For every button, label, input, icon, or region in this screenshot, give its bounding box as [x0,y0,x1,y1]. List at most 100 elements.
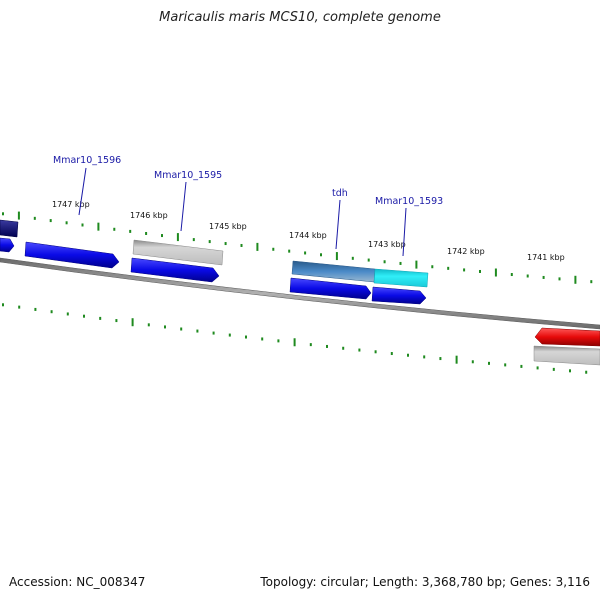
scale-tick-minor [423,355,426,359]
scale-tick-minor [590,280,593,284]
scale-tick-minor [463,268,466,272]
gene-label-mmar10-1593: Mmar10_1593 [375,196,443,207]
scale-tick-minor [192,238,195,242]
scale-label: 1744 kbp [289,231,327,240]
scale-tick-minor [212,331,215,335]
scale-tick-minor [50,310,53,314]
scale-tick-minor [536,366,539,370]
scale-ticks-inner [2,303,588,374]
scale-tick-minor [439,357,442,361]
scale-tick-major [335,252,338,261]
scale-tick-minor [224,242,227,246]
scale-tick-minor [164,325,166,329]
scale-tick-minor [326,344,328,348]
scale-tick-minor [49,219,52,223]
gene-feature-cyan [373,268,429,288]
scale-tick-minor [115,319,118,323]
scale-tick-major [455,355,458,364]
scale-tick-minor [34,307,37,311]
gene-label-mmar10-1596: Mmar10_1596 [53,155,121,166]
scale-tick-minor [2,212,4,216]
gene-feature-navy [0,219,19,238]
scale-tick-minor [145,231,148,235]
scale-tick-major [131,318,134,327]
scale-tick-minor [288,249,291,253]
scale-tick-minor [569,369,571,373]
scale-tick-minor [33,216,36,220]
scale-tick-minor [383,260,386,264]
scale-tick-minor [471,360,474,364]
genome-backbone [0,257,600,330]
scale-label: 1745 kbp [209,222,247,231]
scale-tick-minor [208,240,211,244]
scale-tick-minor [240,243,243,247]
gene-label-tdh: tdh [332,188,348,199]
scale-tick-minor [161,234,163,238]
scale-tick-major [293,338,296,347]
scale-tick-minor [99,316,102,320]
scale-tick-minor [129,229,132,233]
scale-tick-minor [196,329,199,333]
gene-feature-blue [130,257,220,283]
map-title: Maricaulis maris MCS10, complete genome [159,10,441,25]
scale-tick-minor [65,221,68,225]
scale-tick-minor [83,314,85,318]
scale-tick-minor [520,364,523,368]
scale-tick-minor [277,339,280,343]
scale-tick-minor [399,261,402,265]
scale-tick-minor [228,333,231,337]
scale-tick-major [574,275,577,284]
scale-tick-minor [367,258,370,262]
scale-tick-major [415,260,418,269]
scale-tick-minor [585,370,588,374]
gene-feature-steel [291,260,376,283]
gene-feature-grey [132,239,224,266]
scale-tick-minor [526,274,529,278]
scale-tick-minor [261,337,264,341]
scale-tick-minor [431,265,434,269]
scale-tick-major [97,222,100,231]
scale-tick-minor [2,303,4,307]
scale-tick-minor [320,253,322,257]
scale-tick-minor [558,277,561,281]
scale-tick-minor [342,346,345,350]
scale-label: 1747 kbp [52,200,90,209]
scale-label: 1743 kbp [368,240,406,249]
gene-feature-blue [24,241,120,269]
scale-tick-minor [374,350,377,354]
scale-tick-minor [447,266,450,270]
scale-tick-minor [504,363,507,367]
scale-tick-minor [390,352,393,356]
scale-tick-minor [510,273,513,277]
gene-feature-blue [289,277,372,300]
scale-tick-minor [81,223,84,227]
scale-tick-minor [309,343,312,347]
scale-tick-major [17,211,20,220]
scale-tick-minor [18,305,21,309]
gene-feature-grey [533,345,600,366]
scale-tick-minor [147,323,150,327]
scale-tick-minor [304,251,307,255]
scale-tick-minor [358,348,361,352]
scale-tick-major [494,268,497,277]
gene-label-leader [180,181,187,232]
scale-tick-minor [180,327,183,331]
scale-tick-minor [552,367,555,371]
scale-tick-major [176,233,179,242]
scale-tick-minor [272,247,275,251]
gene-feature-blue [0,237,15,253]
scale-tick-major [256,242,259,251]
accession-label: Accession: NC_008347 [9,575,146,589]
gene-feature-red [534,327,600,347]
scale-tick-minor [488,361,490,365]
scale-label: 1742 kbp [447,247,485,256]
scale-tick-minor [66,312,69,316]
gene-label-leader [335,199,341,250]
scale-label: 1746 kbp [130,211,168,220]
scale-tick-minor [479,269,481,273]
scale-ticks-outer [2,211,593,284]
topology-label: Topology: circular; Length: 3,368,780 bp… [260,575,590,589]
gene-label-leader [402,207,407,257]
scale-tick-minor [113,227,116,231]
